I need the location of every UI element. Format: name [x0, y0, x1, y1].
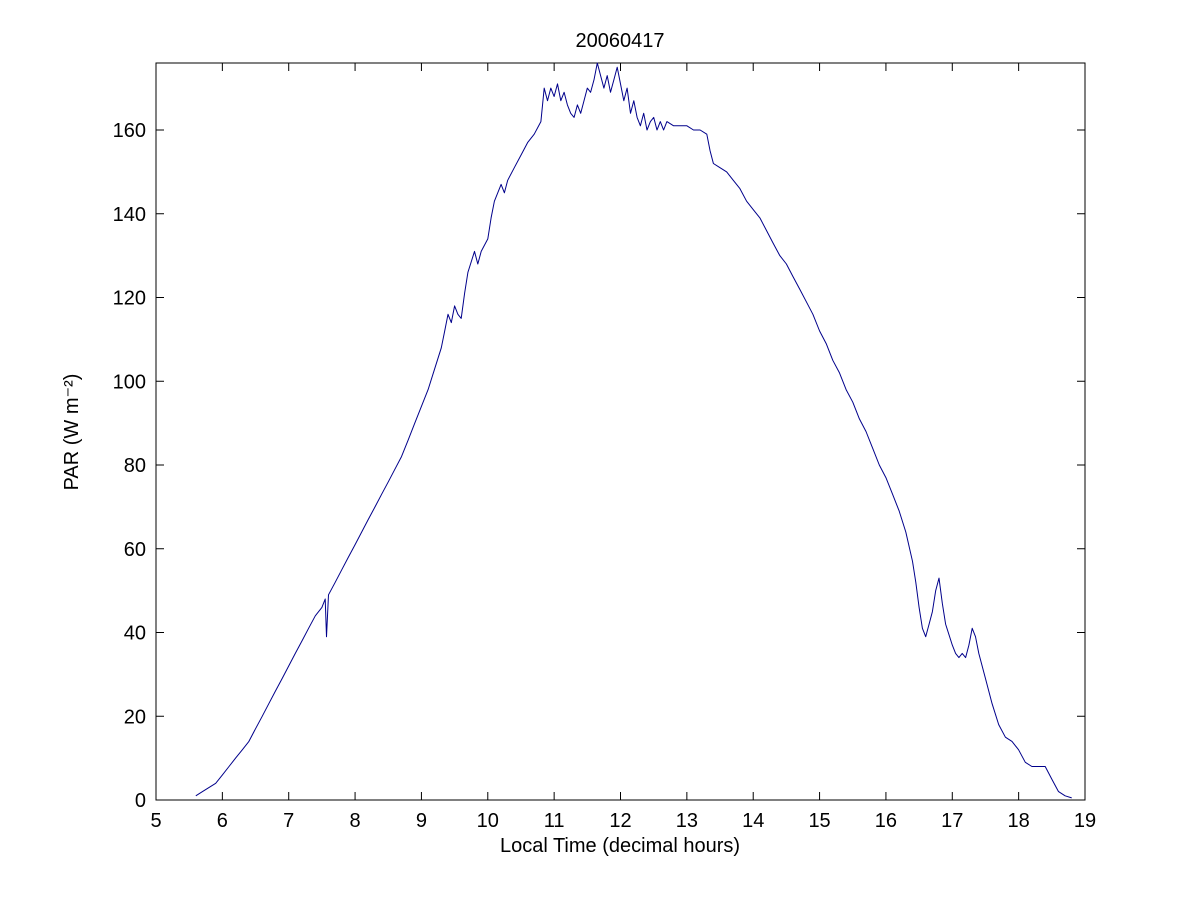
x-tick-label: 14	[742, 810, 764, 832]
x-tick-label: 8	[350, 810, 361, 832]
y-tick-label: 60	[124, 539, 146, 561]
x-tick-label: 15	[808, 810, 830, 832]
x-tick-label: 6	[217, 810, 228, 832]
x-tick-label: 19	[1074, 810, 1096, 832]
x-tick-label: 11	[544, 810, 565, 832]
x-tick-label: 5	[150, 810, 161, 832]
x-tick-label: 9	[416, 810, 427, 832]
x-axis-label: Local Time (decimal hours)	[500, 835, 740, 857]
y-tick-label: 40	[124, 623, 146, 645]
y-tick-label: 120	[113, 288, 146, 310]
plot-box	[155, 62, 1086, 801]
x-tick-label: 7	[283, 810, 294, 832]
chart-title: 20060417	[576, 30, 665, 52]
y-tick-label: 140	[113, 204, 146, 226]
y-tick-label: 80	[124, 455, 146, 477]
par-data-line	[195, 62, 1072, 799]
y-tick-label: 20	[124, 706, 146, 728]
x-tick-label: 16	[875, 810, 897, 832]
y-tick-label: 100	[113, 371, 146, 393]
y-tick-label: 0	[135, 790, 146, 812]
x-tick-label: 12	[609, 810, 631, 832]
y-axis-label: PAR (W m⁻²)	[61, 374, 83, 491]
x-tick-label: 17	[941, 810, 963, 832]
x-tick-label: 10	[477, 810, 499, 832]
x-tick-label: 18	[1008, 810, 1030, 832]
x-tick-label: 13	[676, 810, 698, 832]
y-tick-label: 160	[113, 120, 146, 142]
